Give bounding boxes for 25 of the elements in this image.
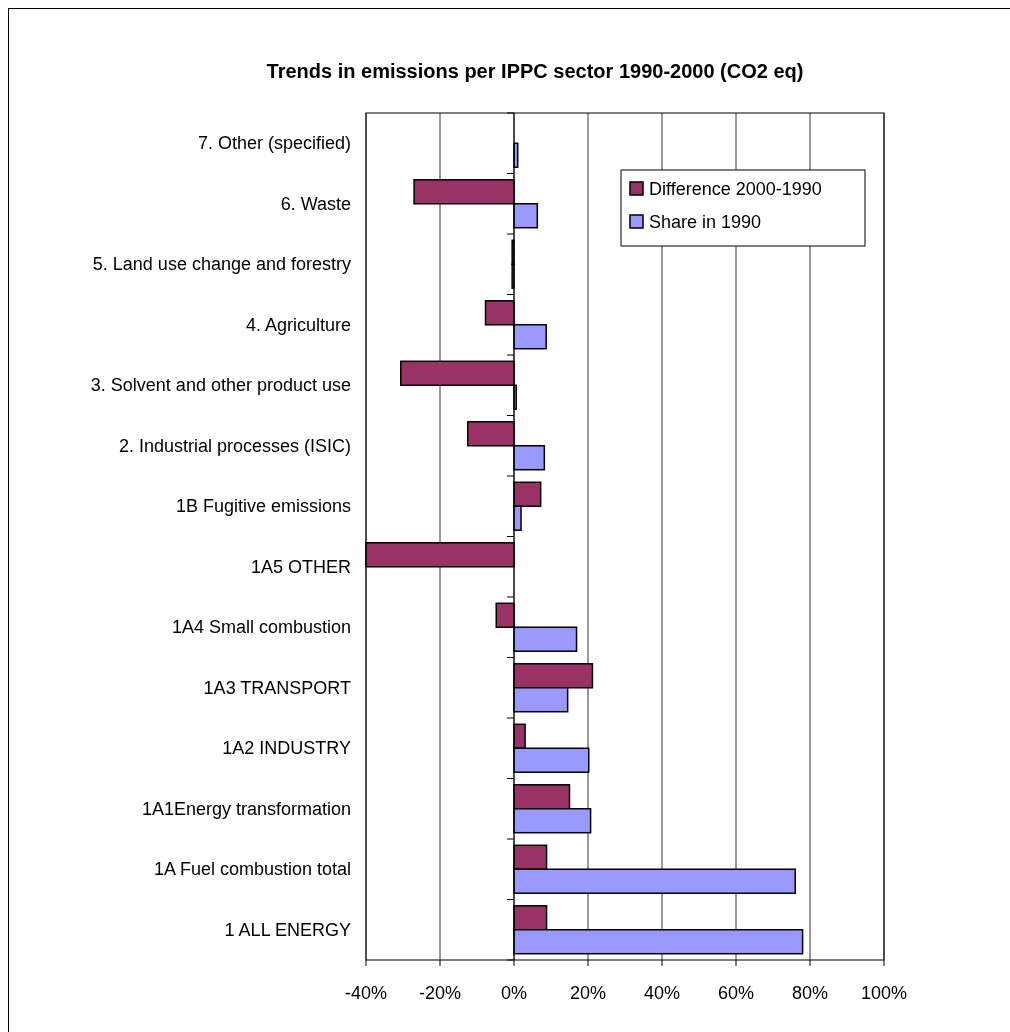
y-tick-label: 1A2 INDUSTRY	[222, 738, 351, 759]
y-tick-label: 1A Fuel combustion total	[153, 859, 351, 880]
y-tick-label: 1A1Energy transformation	[141, 798, 351, 819]
y-tick-label: 1A4 Small combustion	[171, 617, 351, 638]
x-tick-label: 60%	[717, 983, 755, 1003]
x-tick-label: -40%	[344, 983, 388, 1003]
y-tick-label: 5. Land use change and forestry	[92, 254, 351, 275]
y-tick-label: 2. Industrial processes (ISIC)	[118, 435, 351, 456]
x-tick-label: 100%	[860, 983, 908, 1003]
y-tick-label: 1B Fugitive emissions	[175, 496, 351, 517]
legend-label: Difference 2000-1990	[649, 179, 822, 199]
x-tick-label: 20%	[569, 983, 607, 1003]
chart-title: Trends in emissions per IPPC sector 1990-2000 (CO2 eq)	[266, 60, 804, 82]
y-tick-label: 1A5 OTHER	[250, 556, 351, 577]
legend-label: Share in 1990	[649, 212, 762, 232]
y-tick-label: 6. Waste	[280, 193, 351, 214]
y-tick-label: 4. Agriculture	[245, 314, 351, 335]
y-tick-label: 7. Other (specified)	[197, 133, 351, 154]
x-tick-label: 80%	[791, 983, 829, 1003]
x-tick-label: -20%	[418, 983, 462, 1003]
y-tick-label: 3. Solvent and other product use	[90, 375, 351, 396]
x-tick-label: 40%	[643, 983, 681, 1003]
y-tick-label: 1 ALL ENERGY	[224, 919, 351, 940]
y-tick-label: 1A3 TRANSPORT	[203, 677, 351, 698]
x-tick-label: 0%	[500, 983, 528, 1003]
